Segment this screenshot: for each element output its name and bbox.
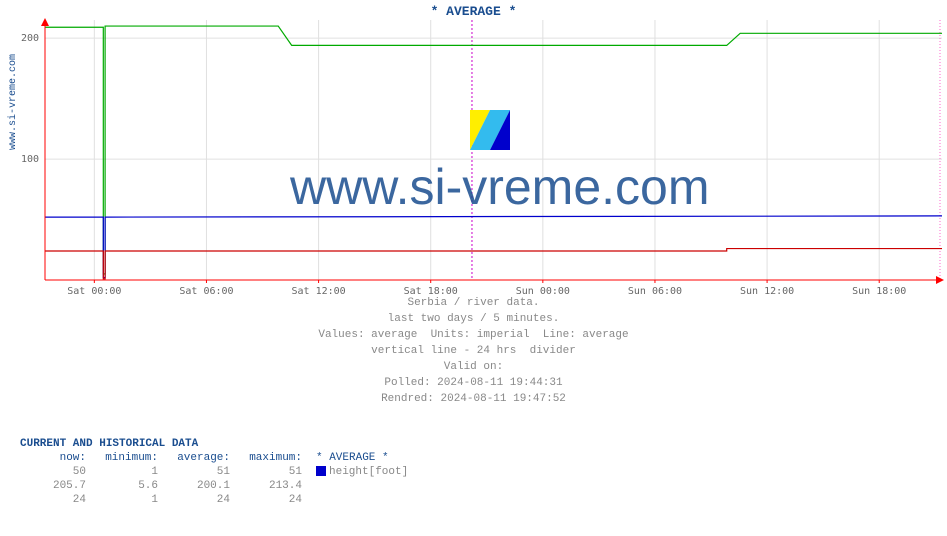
table-row: 205.7 5.6 200.1 213.4 [22,480,414,492]
svg-text:200: 200 [21,33,39,44]
col-avg: average: [166,452,236,464]
cell-min: 5.6 [94,480,164,492]
table-row: 50 1 51 51 height[foot] [22,466,414,478]
cell-avg: 24 [166,494,236,506]
info-line-7: Rendred: 2024-08-11 19:47:52 [0,392,947,408]
col-min: minimum: [94,452,164,464]
info-line-1: Serbia / river data. [0,296,947,312]
data-table: CURRENT AND HISTORICAL DATA now: minimum… [20,438,416,508]
table-header: CURRENT AND HISTORICAL DATA [20,438,416,450]
col-max: maximum: [238,452,308,464]
cell-now: 205.7 [22,480,92,492]
table-row: 24 1 24 24 [22,494,414,506]
info-line-6: Polled: 2024-08-11 19:44:31 [0,376,947,392]
cell-avg: 200.1 [166,480,236,492]
cell-legend [310,494,414,506]
cell-now: 24 [22,494,92,506]
table-column-row: now: minimum: average: maximum: * AVERAG… [22,452,414,464]
info-block: Serbia / river data. last two days / 5 m… [0,296,947,408]
svg-text:100: 100 [21,154,39,165]
cell-max: 24 [238,494,308,506]
cell-now: 50 [22,466,92,478]
info-line-4: vertical line - 24 hrs divider [0,344,947,360]
cell-min: 1 [94,494,164,506]
cell-max: 213.4 [238,480,308,492]
cell-min: 1 [94,466,164,478]
info-line-2: last two days / 5 minutes. [0,312,947,328]
cell-avg: 51 [166,466,236,478]
info-line-5: Valid on: [0,360,947,376]
chart-container: * AVERAGE * www.si-vreme.com 100200Sat 0… [0,0,947,536]
cell-legend [310,480,414,492]
cell-legend: height[foot] [310,466,414,478]
col-series: * AVERAGE * [310,452,414,464]
legend-square-icon [316,466,326,476]
info-line-3: Values: average Units: imperial Line: av… [0,328,947,344]
chart-svg: 100200Sat 00:00Sat 06:00Sat 12:00Sat 18:… [0,0,947,300]
cell-max: 51 [238,466,308,478]
col-now: now: [22,452,92,464]
